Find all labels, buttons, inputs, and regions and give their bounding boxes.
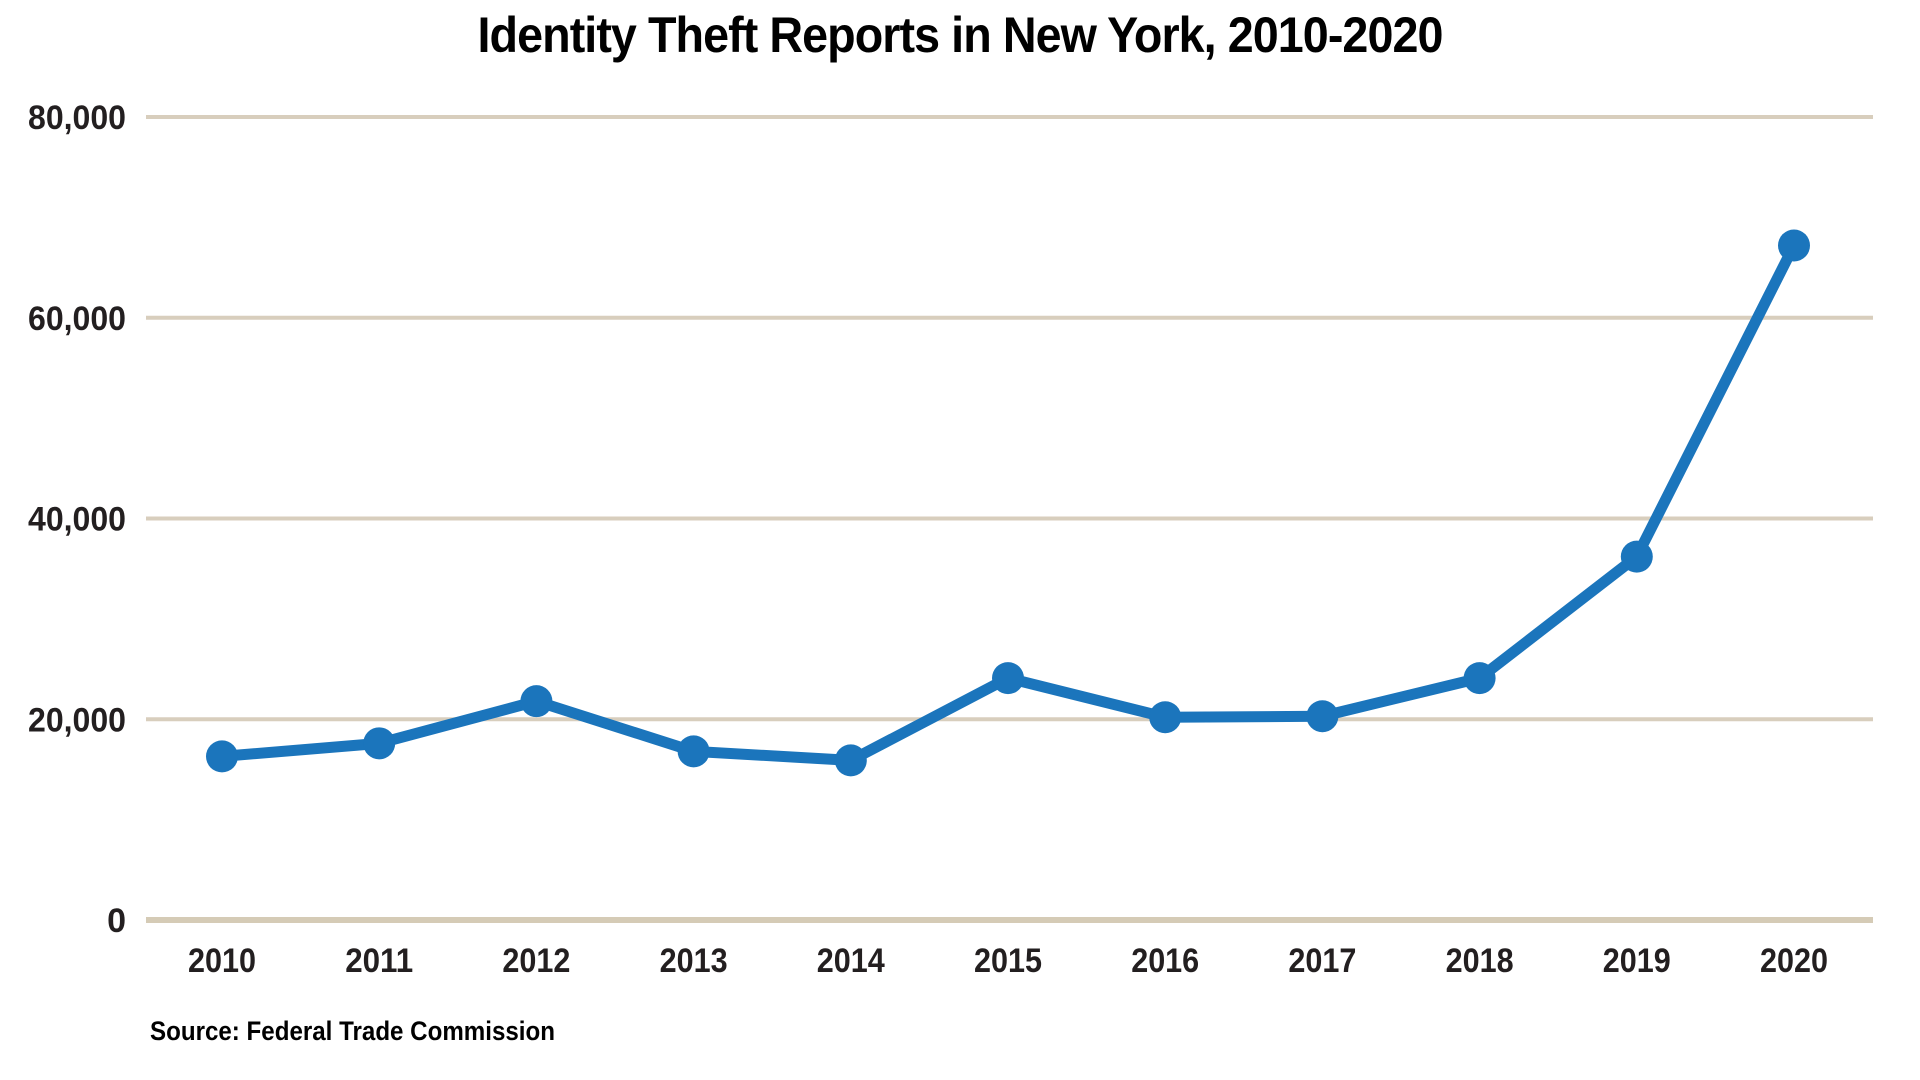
- x-axis-labels: 2010 2011 2012 2013 2014 2015 2016 2017 2018 2019…: [188, 942, 1828, 980]
- x-tick-label-2020: 2020: [1760, 942, 1828, 980]
- data-point-2013: [677, 735, 710, 768]
- data-point-2011: [363, 727, 396, 760]
- x-tick-label-2018: 2018: [1446, 942, 1514, 980]
- chart-title: Identity Theft Reports in New York, 2010…: [478, 7, 1443, 63]
- data-point-2014: [834, 744, 867, 777]
- x-tick-label-2010: 2010: [188, 942, 256, 980]
- data-point-2016: [1149, 701, 1182, 734]
- y-axis-labels: 0 20,000 40,000 60,000 80,000: [28, 99, 126, 940]
- x-tick-label-2019: 2019: [1603, 942, 1671, 980]
- data-point-2019: [1620, 540, 1653, 573]
- source-note: Source: Federal Trade Commission: [150, 1016, 555, 1046]
- y-tick-label-20000: 20,000: [28, 701, 126, 739]
- x-tick-label-2011: 2011: [345, 942, 413, 980]
- data-point-2010: [206, 740, 238, 773]
- data-point-2018: [1463, 662, 1496, 695]
- x-tick-label-2017: 2017: [1288, 942, 1356, 980]
- x-tick-label-2015: 2015: [974, 942, 1042, 980]
- gridlines: [146, 115, 1873, 923]
- y-tick-label-40000: 40,000: [28, 501, 126, 539]
- y-tick-label-0: 0: [107, 902, 126, 940]
- data-point-2017: [1306, 700, 1339, 733]
- x-tick-label-2013: 2013: [660, 942, 728, 980]
- line-series: [206, 229, 1810, 777]
- data-point-2012: [520, 685, 553, 718]
- data-point-2020: [1778, 229, 1810, 262]
- x-tick-label-2016: 2016: [1131, 942, 1199, 980]
- data-point-2015: [992, 662, 1024, 695]
- y-tick-label-80000: 80,000: [28, 99, 126, 137]
- y-tick-label-60000: 60,000: [28, 300, 126, 338]
- x-tick-label-2012: 2012: [502, 942, 570, 980]
- x-tick-label-2014: 2014: [817, 942, 885, 980]
